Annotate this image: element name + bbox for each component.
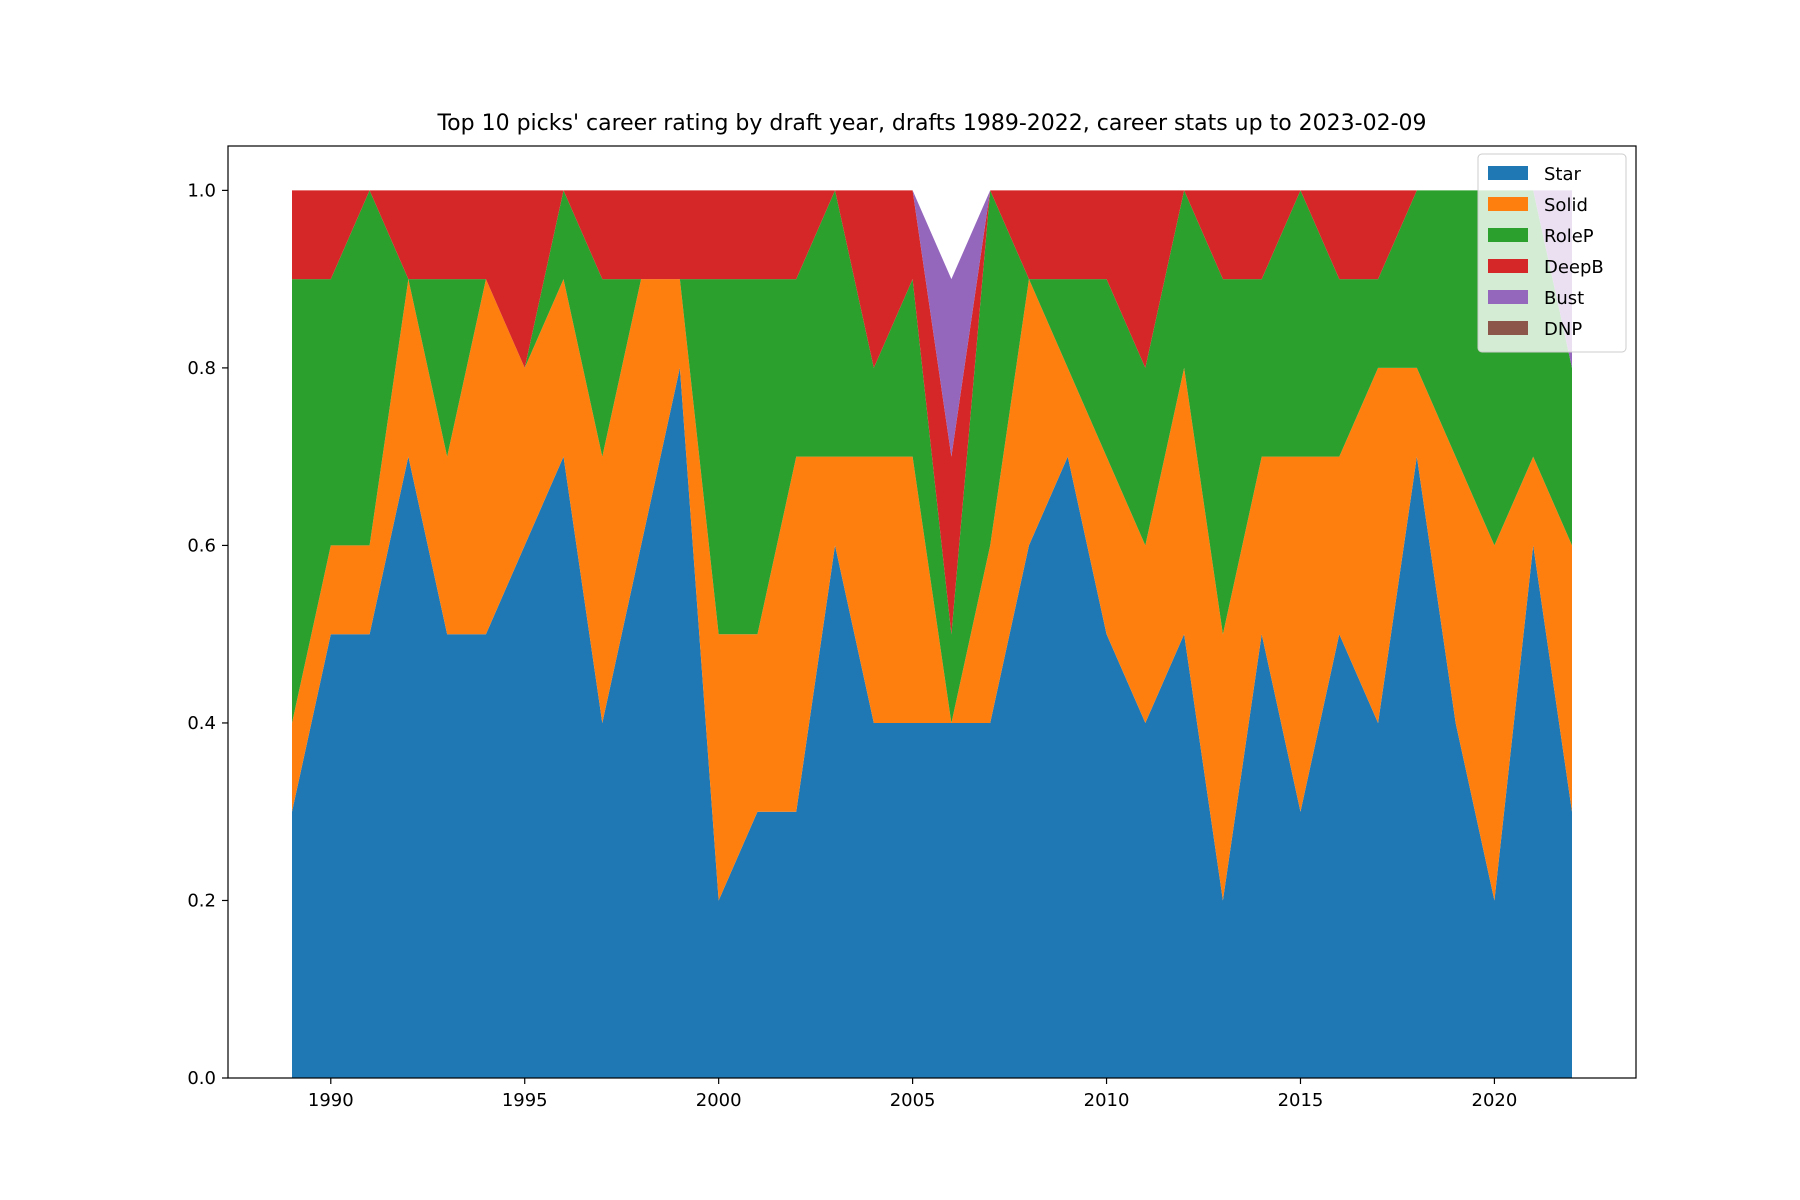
legend-swatch-deepb	[1488, 259, 1528, 273]
y-tick-label: 1.0	[187, 180, 216, 201]
y-tick-label: 0.0	[187, 1068, 216, 1089]
x-tick-label: 2020	[1472, 1090, 1518, 1111]
legend-label-bust: Bust	[1544, 288, 1584, 309]
y-tick-label: 0.2	[187, 890, 216, 911]
area-series-solid	[292, 279, 1572, 901]
area-series-deepb	[292, 190, 1572, 635]
legend-label-dnp: DNP	[1544, 319, 1582, 340]
legend-swatch-star	[1488, 166, 1528, 180]
x-tick-label: 2005	[890, 1090, 936, 1111]
legend: Star Solid RoleP DeepB Bust DNP	[1477, 153, 1627, 353]
area-series-star	[292, 367, 1572, 1078]
x-tick-label: 2000	[696, 1090, 742, 1111]
legend-label-solid: Solid	[1544, 195, 1588, 216]
y-tick-label: 0.4	[187, 713, 216, 734]
areas-layer	[292, 190, 1572, 1078]
legend-swatch-solid	[1488, 197, 1528, 211]
legend-label-rolep: RoleP	[1544, 226, 1594, 247]
x-tick-label: 2015	[1278, 1090, 1324, 1111]
legend-swatch-bust	[1488, 290, 1528, 304]
area-series-bust	[292, 190, 1572, 457]
y-tick-label: 0.6	[187, 535, 216, 556]
legend-label-deepb: DeepB	[1544, 257, 1604, 278]
x-axis-ticks: 1990 1995 2000 2005 2010 2015 2020	[308, 1078, 1517, 1111]
y-tick-label: 0.8	[187, 358, 216, 379]
y-axis-ticks: 0.0 0.2 0.4 0.6 0.8 1.0	[187, 180, 228, 1089]
x-tick-label: 1990	[308, 1090, 354, 1111]
chart-title: Top 10 picks' career rating by draft yea…	[436, 111, 1426, 136]
legend-label-star: Star	[1544, 164, 1582, 185]
x-tick-label: 1995	[502, 1090, 548, 1111]
plot-frame	[227, 145, 1637, 1079]
legend-swatch-rolep	[1488, 228, 1528, 242]
legend-swatch-dnp	[1488, 321, 1528, 335]
x-tick-label: 2010	[1084, 1090, 1130, 1111]
